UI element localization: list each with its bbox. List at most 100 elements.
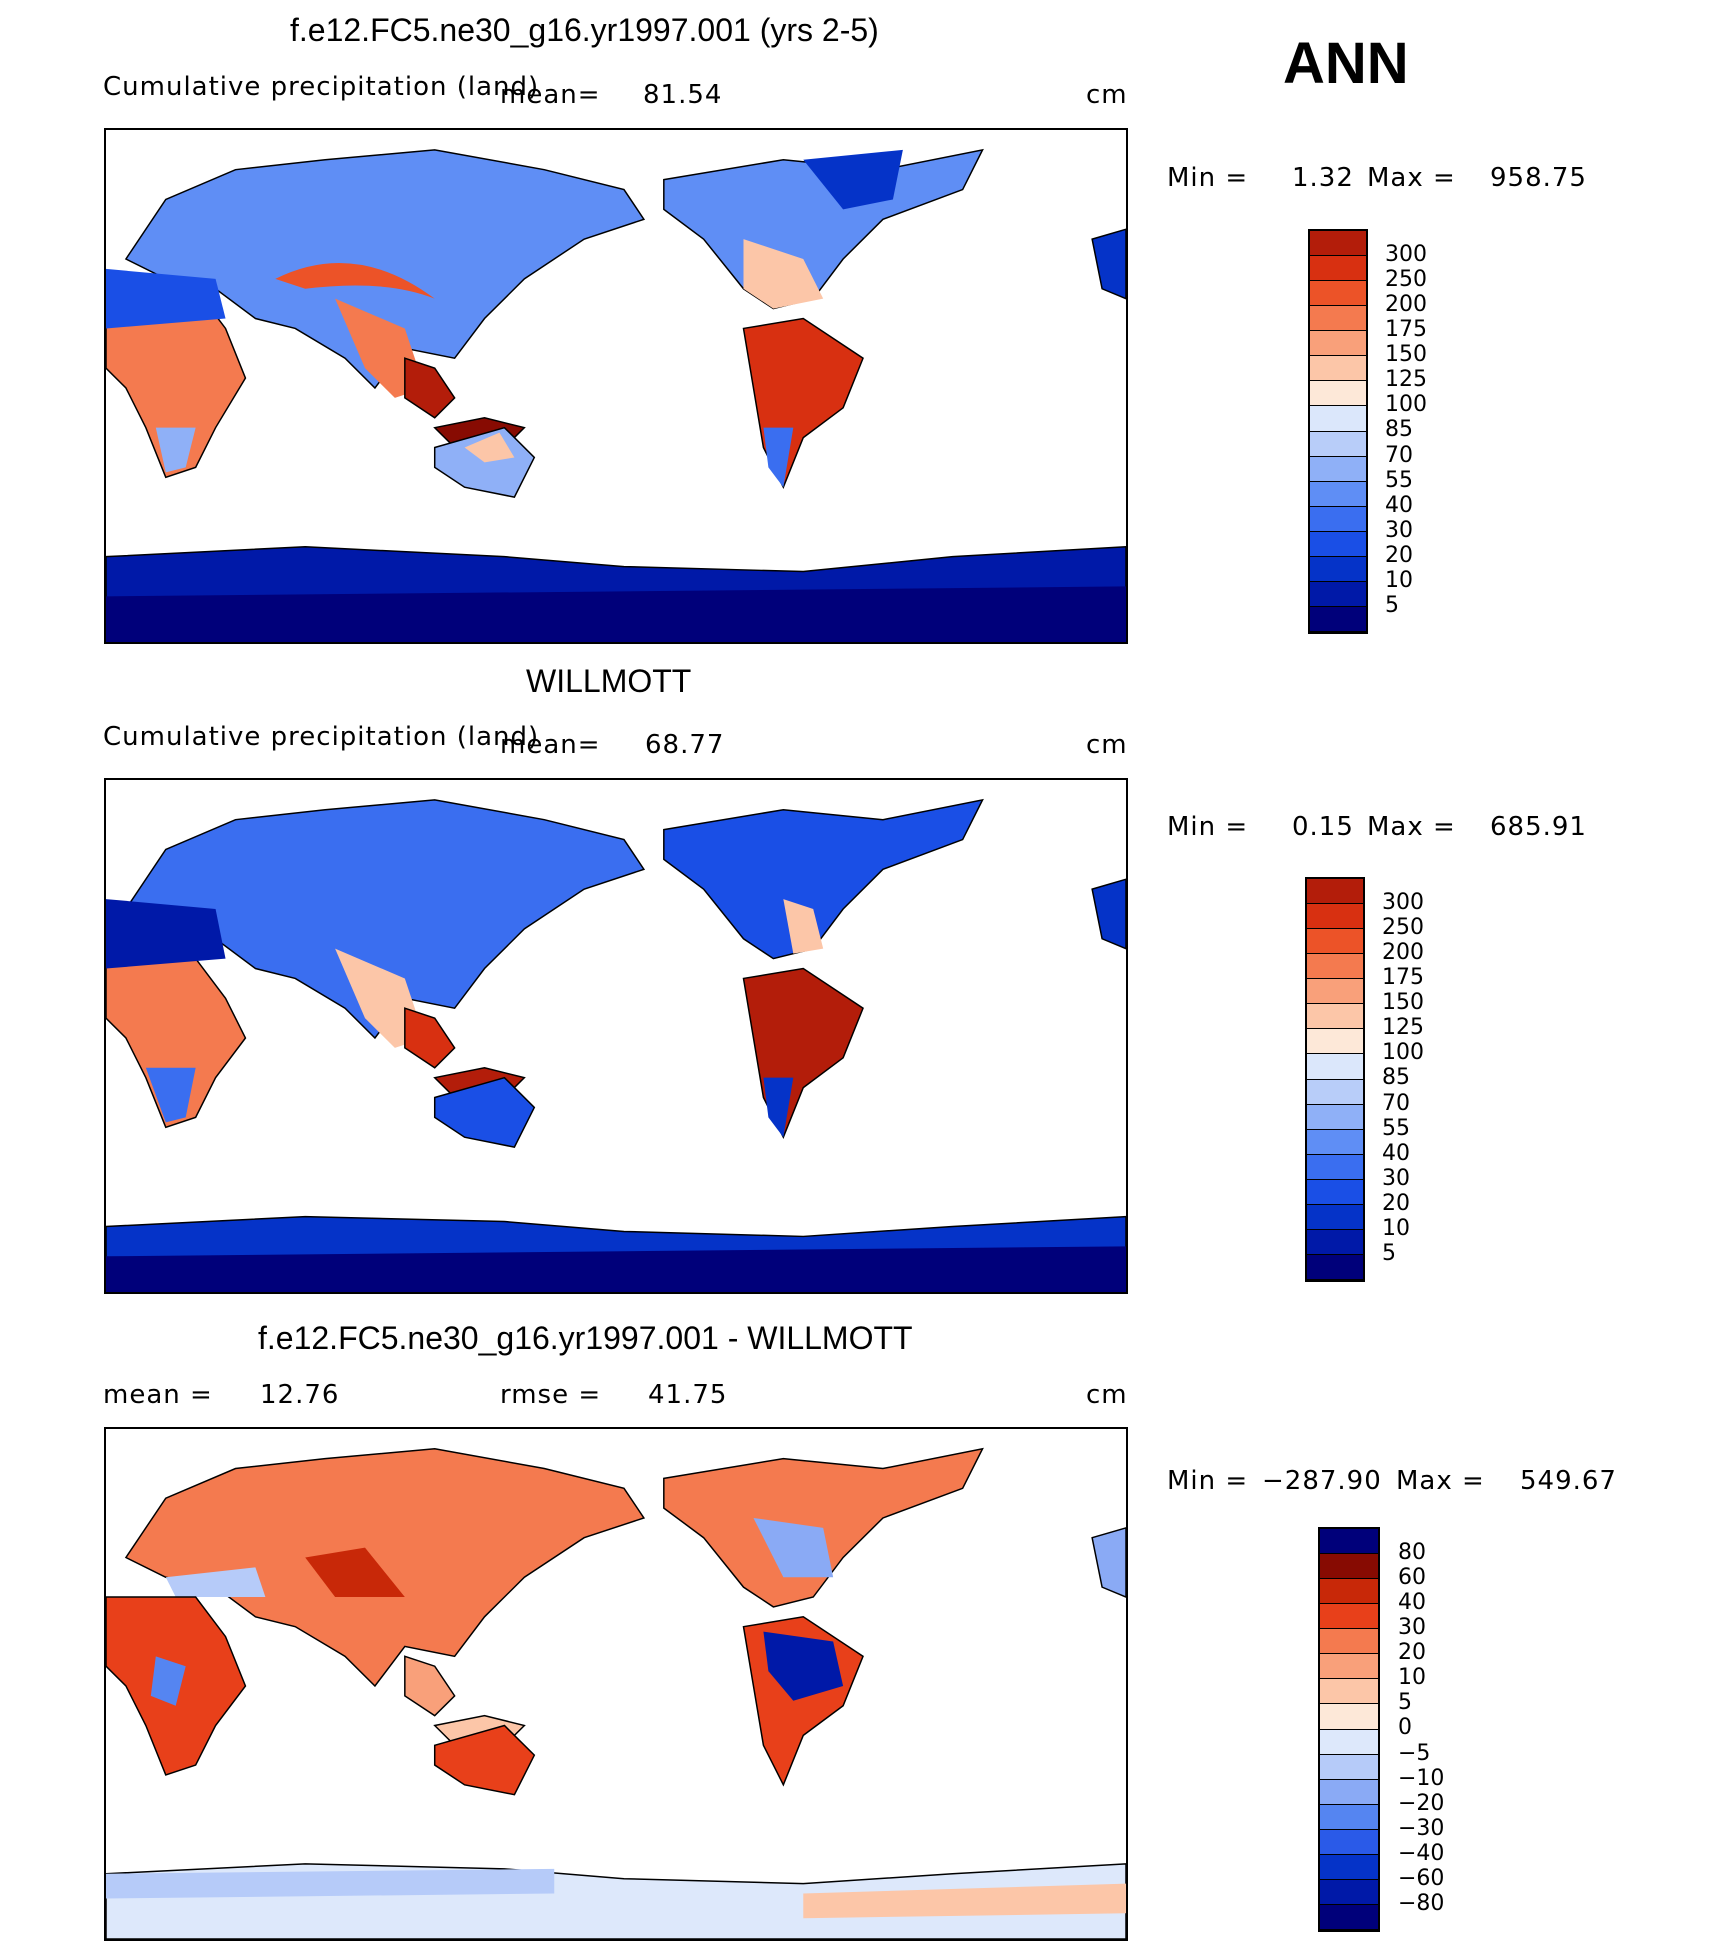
colorbar-swatch bbox=[1307, 1104, 1363, 1130]
colorbar-swatch bbox=[1310, 606, 1366, 632]
colorbar-tick-label: 55 bbox=[1382, 1115, 1410, 1141]
max-label-diff: Max = bbox=[1396, 1466, 1485, 1496]
colorbar-swatch bbox=[1320, 1604, 1378, 1630]
colorbar-tick-label: −80 bbox=[1398, 1890, 1445, 1916]
colorbar-swatch bbox=[1320, 1654, 1378, 1680]
colorbar-tick-label: 100 bbox=[1382, 1040, 1424, 1066]
min-value-diff: −287.90 bbox=[1262, 1466, 1382, 1496]
colorbar-swatch bbox=[1310, 356, 1366, 382]
mean-label-diff: mean = bbox=[103, 1380, 213, 1410]
colorbar-swatch bbox=[1320, 1554, 1378, 1580]
colorbar-swatch bbox=[1307, 1179, 1363, 1205]
units-label-obs: cm bbox=[1086, 730, 1128, 760]
colorbar-swatch bbox=[1310, 231, 1366, 257]
colorbar-tick-label: 300 bbox=[1385, 242, 1427, 267]
min-value-obs: 0.15 bbox=[1292, 812, 1354, 842]
colorbar-tick-label: 20 bbox=[1382, 1190, 1410, 1216]
colorbar-swatch bbox=[1310, 556, 1366, 582]
min-value-model: 1.32 bbox=[1292, 163, 1354, 193]
colorbar-tick-label: 100 bbox=[1385, 392, 1427, 418]
colorbar-swatch bbox=[1307, 1004, 1363, 1030]
colorbar-swatch bbox=[1320, 1679, 1378, 1705]
colorbar-swatch bbox=[1307, 1129, 1363, 1155]
colorbar-tick-label: 200 bbox=[1385, 292, 1427, 318]
panel-title-diff: f.e12.FC5.ne30_g16.yr1997.001 - WILLMOTT bbox=[258, 1320, 913, 1356]
colorbar-diff bbox=[1318, 1527, 1380, 1932]
units-label-model: cm bbox=[1086, 80, 1128, 110]
colorbar-tick-label: 10 bbox=[1382, 1215, 1410, 1241]
mean-label-model: mean= bbox=[500, 80, 601, 110]
colorbar-tick-label: −20 bbox=[1398, 1790, 1445, 1816]
max-value-model: 958.75 bbox=[1490, 163, 1587, 193]
colorbar-swatch bbox=[1307, 954, 1363, 980]
colorbar-swatch bbox=[1320, 1779, 1378, 1805]
colorbar-swatch bbox=[1320, 1904, 1378, 1930]
colorbar-tick-label: 40 bbox=[1382, 1140, 1410, 1166]
colorbar-swatch bbox=[1307, 1054, 1363, 1080]
season-label: ANN bbox=[1283, 31, 1409, 96]
colorbar-swatch bbox=[1307, 1254, 1363, 1280]
colorbar-tick-label: 5 bbox=[1382, 1240, 1396, 1266]
map-obs bbox=[104, 778, 1128, 1294]
colorbar-tick-label: 250 bbox=[1382, 915, 1424, 941]
min-label-obs: Min = bbox=[1167, 812, 1249, 842]
max-value-obs: 685.91 bbox=[1490, 812, 1587, 842]
variable-label-obs: Cumulative precipitation (land) bbox=[103, 722, 540, 752]
colorbar-tick-label: 0 bbox=[1398, 1715, 1412, 1741]
colorbar-tick-label: 150 bbox=[1385, 342, 1427, 368]
colorbar-swatch bbox=[1310, 531, 1366, 557]
colorbar-tick-label: 20 bbox=[1385, 542, 1413, 568]
colorbar-swatch bbox=[1320, 1804, 1378, 1830]
colorbar-swatch bbox=[1310, 506, 1366, 532]
colorbar-swatch bbox=[1320, 1829, 1378, 1855]
max-label-model: Max = bbox=[1367, 163, 1456, 193]
colorbar-swatch bbox=[1310, 331, 1366, 357]
colorbar-swatch bbox=[1310, 406, 1366, 432]
colorbar-tick-label: 70 bbox=[1382, 1090, 1410, 1116]
colorbar-tick-label: 40 bbox=[1385, 492, 1413, 518]
colorbar-tick-label: 10 bbox=[1398, 1665, 1426, 1691]
colorbar-tick-label: 55 bbox=[1385, 467, 1413, 493]
colorbar-tick-label: 200 bbox=[1382, 940, 1424, 966]
colorbar-swatch bbox=[1310, 381, 1366, 407]
colorbar-tick-label: 125 bbox=[1382, 1015, 1424, 1041]
mean-value-diff: 12.76 bbox=[260, 1380, 340, 1410]
colorbar-model bbox=[1308, 229, 1368, 634]
colorbar-tick-label: 80 bbox=[1398, 1540, 1426, 1565]
colorbar-tick-label: 70 bbox=[1385, 442, 1413, 468]
colorbar-swatch bbox=[1307, 1079, 1363, 1105]
world-map-obs bbox=[106, 798, 1126, 1292]
colorbar-obs bbox=[1305, 877, 1365, 1282]
colorbar-swatch bbox=[1307, 1154, 1363, 1180]
colorbar-swatch bbox=[1307, 929, 1363, 955]
variable-label-model: Cumulative precipitation (land) bbox=[103, 72, 540, 102]
colorbar-swatch bbox=[1307, 1229, 1363, 1255]
colorbar-tick-label: 10 bbox=[1385, 567, 1413, 593]
colorbar-swatch bbox=[1310, 431, 1366, 457]
colorbar-swatch bbox=[1310, 256, 1366, 282]
colorbar-tick-label: 85 bbox=[1382, 1065, 1410, 1091]
colorbar-tick-label: 40 bbox=[1398, 1590, 1426, 1616]
colorbar-swatch bbox=[1307, 879, 1363, 905]
colorbar-tick-label: 60 bbox=[1398, 1565, 1426, 1591]
colorbar-swatch bbox=[1320, 1754, 1378, 1780]
colorbar-swatch bbox=[1320, 1529, 1378, 1555]
mean-label-obs: mean= bbox=[500, 730, 601, 760]
colorbar-swatch bbox=[1307, 1029, 1363, 1055]
panel-title-obs: WILLMOTT bbox=[526, 663, 692, 699]
colorbar-tick-label: 175 bbox=[1382, 965, 1424, 991]
colorbar-swatch bbox=[1320, 1729, 1378, 1755]
colorbar-tick-label: 150 bbox=[1382, 990, 1424, 1016]
rmse-value-diff: 41.75 bbox=[648, 1380, 728, 1410]
colorbar-tick-label: −5 bbox=[1398, 1740, 1431, 1766]
colorbar-tick-label: −30 bbox=[1398, 1815, 1445, 1841]
map-model bbox=[104, 128, 1128, 644]
colorbar-labels-obs: 300 250 200 175 150 125 100 85 70 55 40 30 20 10 5 bbox=[1382, 890, 1462, 1266]
colorbar-tick-label: 5 bbox=[1398, 1690, 1412, 1716]
world-map-model bbox=[106, 148, 1126, 642]
colorbar-swatch bbox=[1320, 1879, 1378, 1905]
colorbar-swatch bbox=[1320, 1579, 1378, 1605]
colorbar-swatch bbox=[1310, 281, 1366, 307]
colorbar-swatch bbox=[1320, 1854, 1378, 1880]
colorbar-tick-label: 125 bbox=[1385, 367, 1427, 393]
